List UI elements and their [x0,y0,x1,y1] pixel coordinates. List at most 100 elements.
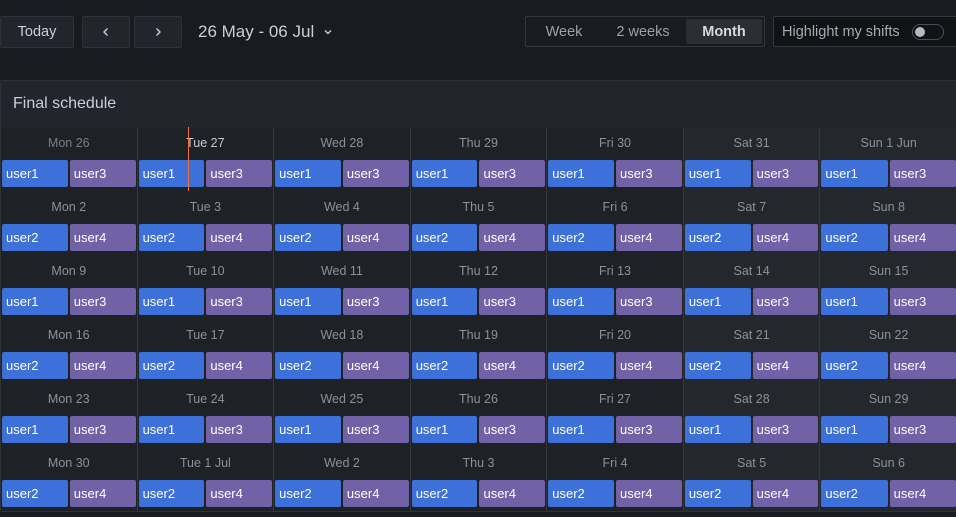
shift-block[interactable]: user1 [2,416,68,443]
shift-block[interactable]: user2 [2,224,68,251]
calendar-day-cell: Sun 6 user2 user4 [820,448,956,511]
shift-block[interactable]: user4 [889,480,956,507]
shift-block[interactable]: user3 [69,160,136,187]
shift-block[interactable]: user3 [752,288,819,315]
shift-block[interactable]: user4 [479,224,546,251]
day-label: Mon 16 [47,328,90,342]
shift-block[interactable]: user3 [616,288,682,315]
shift-block[interactable]: user2 [2,480,68,507]
shift-block[interactable]: user1 [411,160,478,187]
shift-block[interactable]: user2 [821,352,888,379]
shift-block[interactable]: user1 [275,288,341,315]
shift-block[interactable]: user4 [889,352,956,379]
shift-block[interactable]: user3 [479,288,546,315]
view-2-weeks-option[interactable]: 2 weeks [616,23,670,40]
shift-block[interactable]: user1 [684,160,751,187]
day-shifts: user2 user4 [411,224,546,251]
shift-block[interactable]: user4 [616,224,682,251]
day-label: Tue 3 [189,200,222,214]
shift-block[interactable]: user2 [684,224,751,251]
shift-block[interactable]: user4 [752,224,819,251]
shift-block[interactable]: user1 [411,288,478,315]
shift-block[interactable]: user3 [69,416,136,443]
shift-block[interactable]: user4 [889,224,956,251]
shift-block[interactable]: user1 [275,160,341,187]
shift-block[interactable]: user1 [275,416,341,443]
calendar-day-cell: Mon 9 user1 user3 [1,256,138,320]
shift-block[interactable]: user2 [411,480,478,507]
shift-block[interactable]: user3 [206,288,273,315]
shift-block[interactable]: user3 [342,288,409,315]
shift-block[interactable]: user4 [69,224,136,251]
shift-block[interactable]: user1 [138,416,205,443]
shift-block[interactable]: user1 [821,288,888,315]
shift-block[interactable]: user1 [138,160,205,187]
shift-block[interactable]: user2 [821,480,888,507]
shift-block[interactable]: user3 [479,160,546,187]
shift-block[interactable]: user3 [342,416,409,443]
shift-block[interactable]: user4 [616,352,682,379]
shift-block[interactable]: user2 [2,352,68,379]
shift-block[interactable]: user4 [69,480,136,507]
shift-block[interactable]: user4 [206,352,273,379]
today-button[interactable]: Today [0,16,74,48]
shift-block[interactable]: user1 [2,160,68,187]
shift-block[interactable]: user3 [206,416,273,443]
shift-block[interactable]: user2 [548,224,615,251]
shift-block[interactable]: user2 [138,224,205,251]
shift-block[interactable]: user1 [821,160,888,187]
next-period-button[interactable] [134,16,182,48]
shift-block[interactable]: user4 [616,480,682,507]
shift-block[interactable]: user2 [548,352,615,379]
date-range-picker[interactable]: 26 May - 06 Jul [198,16,333,48]
shift-block[interactable]: user3 [206,160,273,187]
shift-block[interactable]: user4 [342,224,409,251]
shift-block[interactable]: user1 [411,416,478,443]
shift-block[interactable]: user4 [479,480,546,507]
shift-block[interactable]: user4 [69,352,136,379]
view-week-option[interactable]: Week [545,23,583,40]
shift-block[interactable]: user3 [889,160,956,187]
shift-block[interactable]: user2 [548,480,615,507]
shift-block[interactable]: user2 [684,352,751,379]
shift-block[interactable]: user4 [752,480,819,507]
shift-block[interactable]: user1 [684,416,751,443]
shift-block[interactable]: user2 [411,352,478,379]
shift-block[interactable]: user3 [342,160,409,187]
shift-block[interactable]: user1 [684,288,751,315]
shift-block[interactable]: user1 [2,288,68,315]
day-label: Thu 3 [462,456,495,470]
shift-block[interactable]: user4 [206,224,273,251]
shift-block[interactable]: user3 [616,416,682,443]
shift-block[interactable]: user4 [479,352,546,379]
shift-block[interactable]: user4 [342,480,409,507]
shift-block[interactable]: user4 [206,480,273,507]
shift-block[interactable]: user1 [548,160,615,187]
calendar-day-cell: Wed 4 user2 user4 [274,192,411,256]
shift-block[interactable]: user3 [69,288,136,315]
shift-block[interactable]: user3 [889,416,956,443]
shift-block[interactable]: user3 [752,416,819,443]
shift-block[interactable]: user2 [411,224,478,251]
shift-block[interactable]: user2 [138,352,205,379]
shift-block[interactable]: user3 [752,160,819,187]
shift-block[interactable]: user2 [821,224,888,251]
shift-block[interactable]: user2 [275,224,341,251]
shift-block[interactable]: user1 [138,288,205,315]
shift-block[interactable]: user2 [138,480,205,507]
highlight-my-shifts-toggle[interactable] [911,23,944,40]
shift-block[interactable]: user2 [275,480,341,507]
shift-block[interactable]: user2 [684,480,751,507]
shift-block[interactable]: user1 [548,288,615,315]
shift-block[interactable]: user3 [616,160,682,187]
day-label: Sun 22 [868,328,909,342]
shift-block[interactable]: user2 [275,352,341,379]
shift-block[interactable]: user1 [821,416,888,443]
shift-block[interactable]: user1 [548,416,615,443]
shift-block[interactable]: user3 [479,416,546,443]
shift-block[interactable]: user4 [752,352,819,379]
previous-period-button[interactable] [82,16,130,48]
shift-block[interactable]: user4 [342,352,409,379]
shift-block[interactable]: user3 [889,288,956,315]
view-month-option[interactable]: Month [686,19,762,44]
